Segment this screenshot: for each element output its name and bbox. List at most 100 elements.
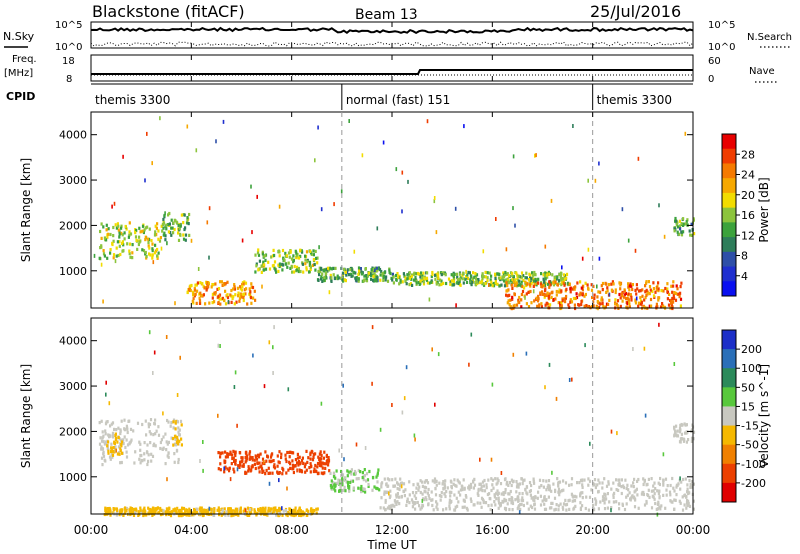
heatmap-cell <box>401 280 404 284</box>
heatmap-cell <box>185 508 188 512</box>
heatmap-cell <box>158 239 162 243</box>
heatmap-cell <box>153 442 156 446</box>
heatmap-cell <box>647 477 650 481</box>
heatmap-cell <box>173 227 176 232</box>
heatmap-cell <box>593 483 596 487</box>
heatmap-cell <box>587 483 590 487</box>
heatmap-cell <box>250 507 253 511</box>
heatmap-cell <box>177 430 180 434</box>
heatmap-cell <box>437 276 440 280</box>
heatmap-cell <box>422 280 425 284</box>
heatmap-cell <box>268 459 271 463</box>
heatmap-cell <box>341 271 344 275</box>
heatmap-cell <box>117 253 120 258</box>
heatmap-cell <box>653 492 656 496</box>
heatmap-cell <box>297 510 300 514</box>
heatmap-cell <box>406 273 409 277</box>
heatmap-cell <box>686 483 689 487</box>
cpid-label: CPID <box>6 90 35 103</box>
heatmap-cell <box>581 288 584 292</box>
heatmap-cell <box>247 469 250 473</box>
heatmap-cell <box>317 125 319 130</box>
heatmap-cell <box>309 249 312 253</box>
heatmap-cell <box>544 244 547 249</box>
heatmap-cell <box>410 277 413 281</box>
heatmap-cell <box>435 483 438 487</box>
heatmap-cell <box>634 299 637 303</box>
heatmap-cell <box>436 502 439 506</box>
heatmap-cell <box>236 509 239 513</box>
heatmap-cell <box>310 464 313 468</box>
heatmap-cell <box>488 283 490 287</box>
heatmap-cell <box>627 488 630 492</box>
heatmap-cell <box>242 282 245 286</box>
heatmap-cell <box>262 510 265 514</box>
heatmap-cell <box>226 467 229 471</box>
heatmap-cell <box>511 496 514 501</box>
heatmap-cell <box>417 482 420 486</box>
heatmap-cell <box>147 453 150 457</box>
heatmap-cell <box>158 510 161 514</box>
heatmap-cell <box>691 480 694 484</box>
heatmap-cell <box>490 503 493 507</box>
heatmap-cell <box>573 506 576 510</box>
heatmap-cell <box>102 434 105 438</box>
heatmap-cell <box>574 296 577 301</box>
heatmap-cell <box>248 509 251 513</box>
heatmap-cell <box>623 289 626 293</box>
heatmap-cell <box>255 264 258 268</box>
heatmap-cell <box>656 512 659 517</box>
heatmap-cell <box>345 480 348 484</box>
heatmap-cell <box>515 480 518 484</box>
heatmap-cell <box>273 266 276 270</box>
heatmap-cell <box>264 509 267 513</box>
heatmap-cell <box>123 427 126 431</box>
heatmap-cell <box>368 469 371 474</box>
heatmap-cell <box>118 235 121 239</box>
heatmap-cell <box>554 280 557 284</box>
heatmap-cell <box>105 508 108 512</box>
heatmap-cell <box>591 295 594 300</box>
heatmap-cell <box>572 124 574 128</box>
heatmap-cell <box>600 296 603 300</box>
heatmap-cell <box>184 226 187 230</box>
heatmap-cell <box>106 420 109 424</box>
heatmap-cell <box>195 148 198 153</box>
heatmap-cell <box>117 426 120 430</box>
heatmap-cell <box>648 495 651 499</box>
heatmap-cell <box>511 508 514 512</box>
heatmap-cell <box>144 509 147 513</box>
heatmap-cell <box>601 288 604 292</box>
heatmap-cell <box>477 493 480 497</box>
heatmap-cell <box>233 285 236 289</box>
heatmap-cell <box>533 502 536 506</box>
heatmap-cell <box>232 295 235 299</box>
nsearch-label: N.Search <box>747 32 792 43</box>
heatmap-cell <box>548 292 551 296</box>
heatmap-cell <box>147 422 150 426</box>
heatmap-cell <box>482 500 485 505</box>
heatmap-cell <box>268 471 272 475</box>
heatmap-cell <box>299 248 302 252</box>
heatmap-cell <box>233 283 236 287</box>
heatmap-cell <box>328 266 331 270</box>
heatmap-cell <box>501 499 504 503</box>
heatmap-cell <box>414 437 416 442</box>
heatmap-cell <box>497 479 500 483</box>
heatmap-cell <box>454 505 457 509</box>
heatmap-cell <box>124 445 127 450</box>
heatmap-cell <box>632 347 634 351</box>
heatmap-cell <box>679 501 682 505</box>
heatmap-cell <box>110 452 113 456</box>
heatmap-cell <box>383 270 386 275</box>
heatmap-cell <box>652 281 655 285</box>
heatmap-cell <box>648 285 652 289</box>
heatmap-cell <box>305 449 308 453</box>
heatmap-cell <box>642 492 645 497</box>
heatmap-cell <box>378 488 381 492</box>
heatmap-cell <box>330 479 333 483</box>
heatmap-cell <box>531 505 534 510</box>
heatmap-cell <box>606 289 609 293</box>
heatmap-cell <box>269 455 273 459</box>
heatmap-cell <box>301 510 304 514</box>
